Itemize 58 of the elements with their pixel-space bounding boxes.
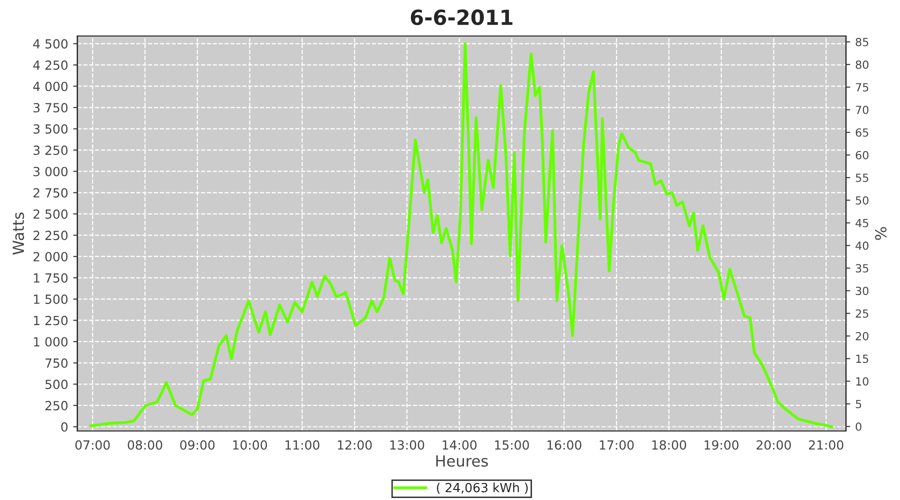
y2-tick-label: 75 xyxy=(856,83,868,92)
y2-tick-label: 50 xyxy=(856,196,868,205)
y2-tick-label: 5 xyxy=(856,400,862,408)
y-tick-label: 0 xyxy=(61,422,68,432)
y-tick-label: 4 000 xyxy=(33,82,68,92)
y-tick-label: 3 250 xyxy=(34,146,68,155)
x-tick-label: 17:00 xyxy=(600,440,634,450)
x-tick-label: 16:00 xyxy=(547,440,582,450)
x-tick-label: 20:00 xyxy=(756,440,791,450)
x-tick-label: 19:00 xyxy=(704,440,738,450)
y2-tick-label: 80 xyxy=(856,60,868,69)
y2-tick-label: 10 xyxy=(856,377,868,386)
y2-tick-label: 55 xyxy=(856,174,868,182)
y-tick-label: 250 xyxy=(45,400,68,410)
y2-tick-label: 70 xyxy=(856,106,868,114)
chart-title: 6-6-2011 xyxy=(410,9,512,26)
y2-tick-label: 15 xyxy=(856,354,868,363)
y2-tick-label: 40 xyxy=(856,241,868,250)
y2-tick-label: 45 xyxy=(856,218,868,228)
y2-tick-label: 20 xyxy=(856,332,868,340)
y2-tick-label: 25 xyxy=(856,309,868,318)
y-tick-label: 3 500 xyxy=(34,124,68,134)
y-axis-title: Watts xyxy=(12,212,24,255)
x-tick-label: 07:00 xyxy=(75,440,110,450)
y2-tick-label: 60 xyxy=(856,150,868,160)
y-tick-label: 1 750 xyxy=(34,273,68,283)
x-tick-label: 12:00 xyxy=(338,440,372,450)
x-tick-label: 14:00 xyxy=(442,440,477,450)
y-tick-label: 4 500 xyxy=(33,39,68,49)
legend-label: ( 24,063 kWh ) xyxy=(436,482,528,494)
x-tick-label: 18:00 xyxy=(652,440,686,450)
x-tick-label: 09:00 xyxy=(180,440,215,450)
line-series xyxy=(89,42,834,428)
y-tick-label: 2 250 xyxy=(34,230,68,240)
y-tick-label: 1 500 xyxy=(34,294,68,304)
y2-tick-label: 30 xyxy=(856,286,868,296)
x-tick-label: 10:00 xyxy=(233,440,267,450)
y2-tick-label: 85 xyxy=(856,38,868,46)
x-tick-label: 13:00 xyxy=(390,440,424,450)
x-tick-label: 08:00 xyxy=(128,440,162,450)
x-tick-label: 21:00 xyxy=(808,440,844,450)
y-tick-label: 2 750 xyxy=(34,188,68,198)
y-tick-label: 1 000 xyxy=(34,337,68,347)
y-tick-label: 1 250 xyxy=(34,316,68,326)
y2-tick-label: 35 xyxy=(856,264,868,272)
x-tick-label: 15:00 xyxy=(495,440,529,450)
x-tick-label: 11:00 xyxy=(286,440,320,450)
y-tick-label: 2 000 xyxy=(34,252,68,262)
y-tick-label: 4 250 xyxy=(33,60,68,70)
y2-tick-label: 65 xyxy=(856,128,868,137)
y-tick-label: 3 750 xyxy=(34,102,68,112)
y2-axis-title: % xyxy=(874,227,887,240)
y-tick-label: 3 000 xyxy=(34,166,68,176)
x-axis-title: Heures xyxy=(436,455,488,467)
y-tick-label: 2 500 xyxy=(34,209,68,219)
y2-tick-label: 0 xyxy=(856,422,862,431)
y-tick-label: 500 xyxy=(45,380,68,390)
y-tick-label: 750 xyxy=(46,358,68,368)
